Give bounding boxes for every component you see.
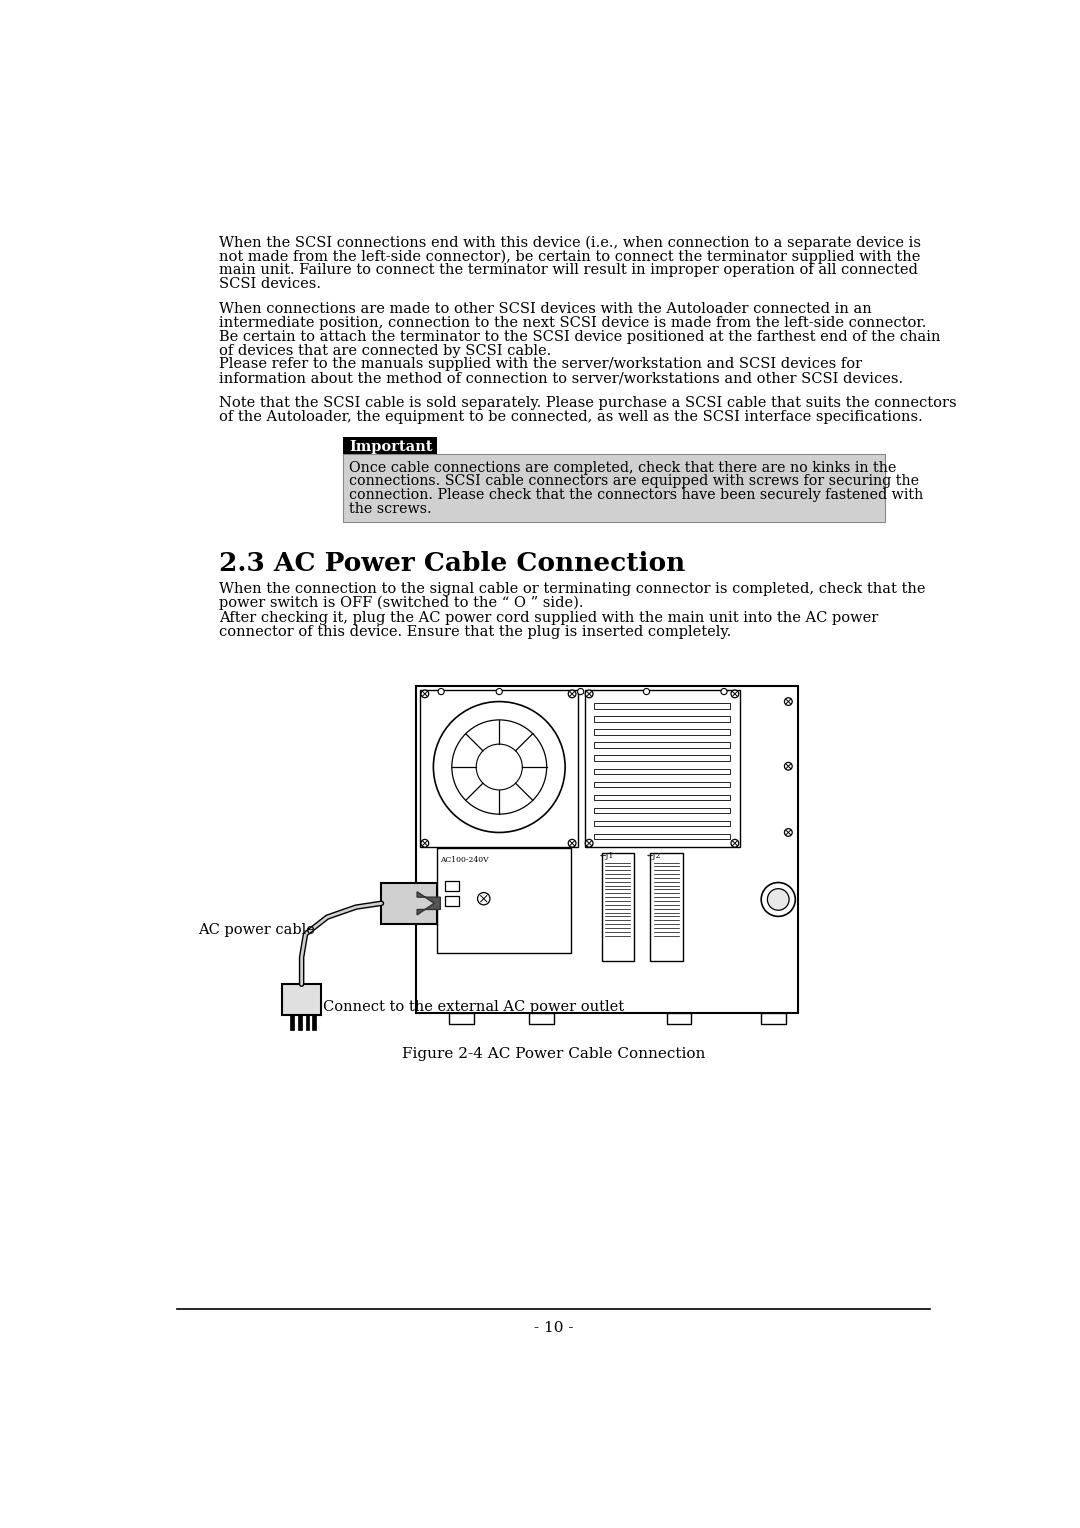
Text: Once cable connections are completed, check that there are no kinks in the: Once cable connections are completed, ch… bbox=[349, 460, 896, 475]
Text: ←J2: ←J2 bbox=[647, 851, 661, 860]
Text: Figure 2-4 AC Power Cable Connection: Figure 2-4 AC Power Cable Connection bbox=[402, 1047, 705, 1062]
Text: connections. SCSI cable connectors are equipped with screws for securing the: connections. SCSI cable connectors are e… bbox=[349, 474, 919, 489]
Bar bbox=[594, 703, 730, 709]
Bar bbox=[650, 853, 683, 961]
Text: connection. Please check that the connectors have been securely fastened with: connection. Please check that the connec… bbox=[349, 489, 923, 503]
Circle shape bbox=[761, 883, 795, 917]
Text: main unit. Failure to connect the terminator will result in improper operation o: main unit. Failure to connect the termin… bbox=[218, 263, 918, 278]
Bar bbox=[342, 454, 886, 523]
Bar bbox=[306, 1015, 309, 1030]
Text: of the Autoloader, the equipment to be connected, as well as the SCSI interface : of the Autoloader, the equipment to be c… bbox=[218, 410, 922, 423]
Text: Important: Important bbox=[349, 440, 432, 454]
Text: SCSI devices.: SCSI devices. bbox=[218, 277, 321, 292]
Bar bbox=[594, 755, 730, 761]
Circle shape bbox=[784, 828, 793, 836]
Circle shape bbox=[784, 698, 793, 706]
Bar bbox=[449, 1013, 474, 1024]
Text: AC100-240V: AC100-240V bbox=[441, 856, 489, 863]
Text: information about the method of connection to server/workstations and other SCSI: information about the method of connecti… bbox=[218, 371, 903, 385]
Bar bbox=[584, 691, 740, 847]
Bar bbox=[529, 1013, 554, 1024]
Text: Be certain to attach the terminator to the SCSI device positioned at the farthes: Be certain to attach the terminator to t… bbox=[218, 330, 941, 344]
Text: AC power cable: AC power cable bbox=[199, 923, 315, 937]
Bar bbox=[416, 686, 798, 1013]
Bar bbox=[381, 883, 437, 924]
Bar bbox=[437, 848, 571, 953]
Circle shape bbox=[768, 889, 789, 911]
Text: intermediate position, connection to the next SCSI device is made from the left-: intermediate position, connection to the… bbox=[218, 316, 926, 330]
Bar bbox=[594, 795, 730, 801]
Bar bbox=[594, 808, 730, 813]
Circle shape bbox=[451, 720, 546, 814]
Text: power switch is OFF (switched to the “ O ” side).: power switch is OFF (switched to the “ O… bbox=[218, 596, 583, 611]
Circle shape bbox=[731, 691, 739, 698]
Text: When the SCSI connections end with this device (i.e., when connection to a separ: When the SCSI connections end with this … bbox=[218, 235, 920, 251]
Circle shape bbox=[731, 839, 739, 847]
Bar bbox=[594, 717, 730, 721]
Bar bbox=[420, 691, 578, 847]
Polygon shape bbox=[417, 892, 441, 915]
Text: - 10 -: - 10 - bbox=[534, 1320, 573, 1334]
Bar bbox=[298, 1015, 301, 1030]
Text: When connections are made to other SCSI devices with the Autoloader connected in: When connections are made to other SCSI … bbox=[218, 303, 872, 316]
Circle shape bbox=[568, 839, 576, 847]
Text: Note that the SCSI cable is sold separately. Please purchase a SCSI cable that s: Note that the SCSI cable is sold separat… bbox=[218, 396, 956, 410]
Bar bbox=[594, 769, 730, 775]
Text: not made from the left-side connector), be certain to connect the terminator sup: not made from the left-side connector), … bbox=[218, 249, 920, 264]
Bar bbox=[666, 1013, 691, 1024]
Circle shape bbox=[496, 689, 502, 695]
Bar bbox=[594, 729, 730, 735]
Circle shape bbox=[433, 701, 565, 833]
Bar bbox=[602, 853, 634, 961]
Circle shape bbox=[644, 689, 649, 695]
Circle shape bbox=[476, 744, 523, 790]
Text: Connect to the external AC power outlet: Connect to the external AC power outlet bbox=[323, 999, 623, 1013]
Circle shape bbox=[784, 762, 793, 770]
Text: After checking it, plug the AC power cord supplied with the main unit into the A: After checking it, plug the AC power cor… bbox=[218, 611, 878, 625]
Circle shape bbox=[585, 839, 593, 847]
Bar bbox=[594, 821, 730, 827]
Bar bbox=[594, 834, 730, 839]
Text: of devices that are connected by SCSI cable.: of devices that are connected by SCSI ca… bbox=[218, 344, 551, 358]
Bar bbox=[291, 1015, 294, 1030]
Bar bbox=[445, 897, 459, 906]
Circle shape bbox=[585, 691, 593, 698]
Circle shape bbox=[438, 689, 444, 695]
Bar bbox=[342, 437, 437, 454]
Text: ←J1: ←J1 bbox=[600, 851, 615, 860]
Bar bbox=[761, 1013, 786, 1024]
Text: Please refer to the manuals supplied with the server/workstation and SCSI device: Please refer to the manuals supplied wit… bbox=[218, 358, 862, 371]
Circle shape bbox=[578, 689, 583, 695]
Circle shape bbox=[477, 892, 490, 905]
Bar bbox=[594, 743, 730, 747]
Circle shape bbox=[421, 839, 429, 847]
Bar bbox=[594, 782, 730, 787]
Bar bbox=[282, 984, 321, 1015]
Circle shape bbox=[721, 689, 727, 695]
Text: When the connection to the signal cable or terminating connector is completed, c: When the connection to the signal cable … bbox=[218, 582, 926, 596]
Text: connector of this device. Ensure that the plug is inserted completely.: connector of this device. Ensure that th… bbox=[218, 625, 731, 639]
Circle shape bbox=[568, 691, 576, 698]
Circle shape bbox=[421, 691, 429, 698]
Bar bbox=[312, 1015, 315, 1030]
Bar bbox=[445, 882, 459, 891]
Text: 2.3 AC Power Cable Connection: 2.3 AC Power Cable Connection bbox=[218, 552, 685, 576]
Text: the screws.: the screws. bbox=[349, 503, 432, 516]
